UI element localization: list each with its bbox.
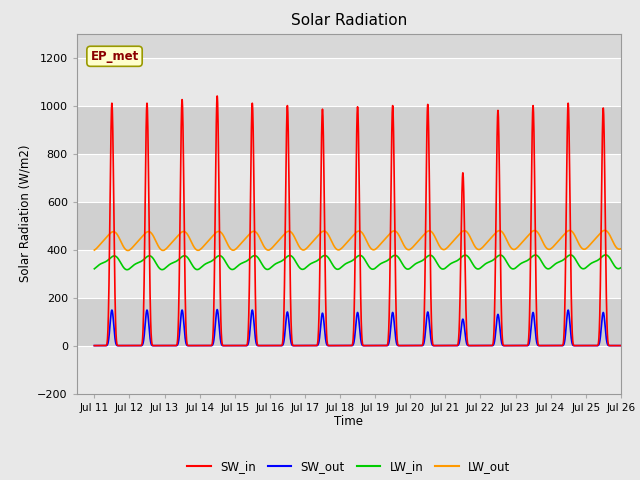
Bar: [77, 154, 621, 202]
Bar: [77, 346, 621, 394]
Title: Solar Radiation: Solar Radiation: [291, 13, 407, 28]
X-axis label: Time: Time: [334, 415, 364, 429]
Bar: [77, 106, 621, 154]
Y-axis label: Solar Radiation (W/m2): Solar Radiation (W/m2): [19, 145, 32, 282]
Bar: [77, 202, 621, 250]
Bar: [77, 298, 621, 346]
Legend: SW_in, SW_out, LW_in, LW_out: SW_in, SW_out, LW_in, LW_out: [182, 456, 515, 478]
Bar: [77, 58, 621, 106]
Bar: [77, 250, 621, 298]
Text: EP_met: EP_met: [90, 50, 139, 63]
